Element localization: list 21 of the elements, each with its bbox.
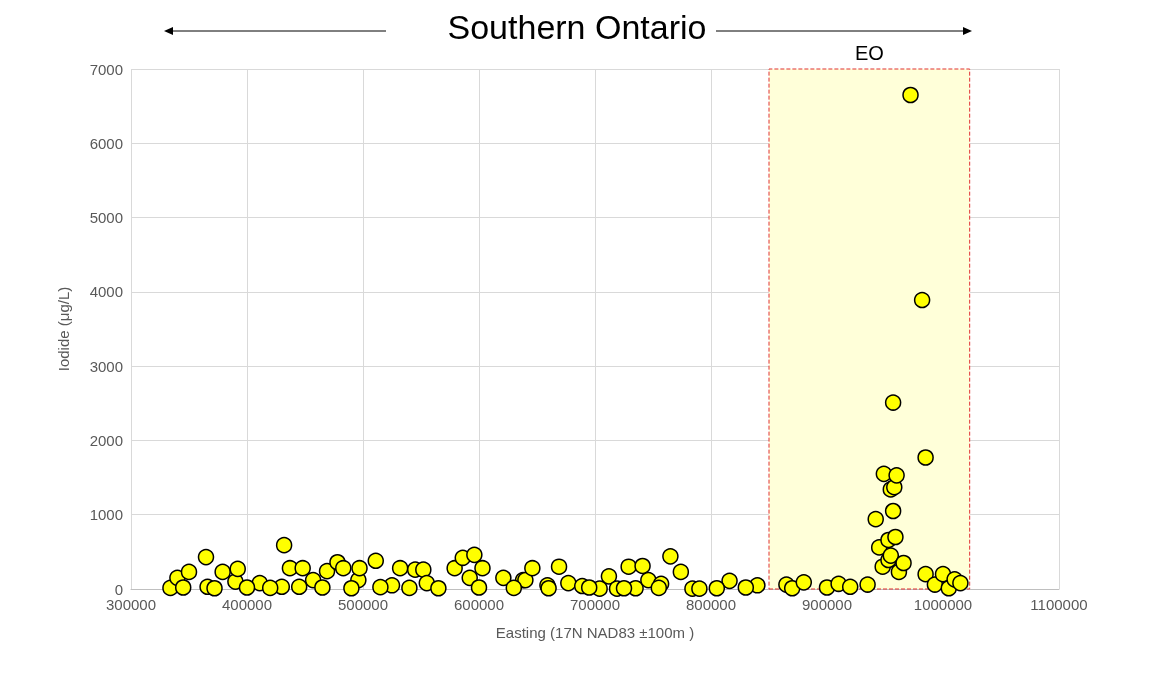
y-axis-title: Iodide (μg/L) [55,286,72,372]
x-tick-label: 300000 [105,596,157,613]
chart-title: Southern Ontario [447,8,707,46]
y-tick-label: 3000 [89,357,123,375]
y-tick-label: 5000 [89,209,123,227]
y-tick-label: 7000 [89,60,123,78]
x-tick-label: 400000 [221,596,273,613]
x-tick-label: 500000 [337,596,389,613]
x-tick-label: 700000 [569,596,621,613]
x-tick-label: 600000 [453,596,505,613]
x-axis-title: Easting (17N NAD83 ±100m ) [495,624,695,641]
y-tick-label: 6000 [89,134,123,152]
x-tick-label: 900000 [801,596,853,613]
y-tick-label: 0 [114,580,123,598]
y-tick-label: 4000 [89,283,123,301]
x-tick-label: 1100000 [1030,596,1088,613]
y-tick-label: 2000 [89,431,123,449]
x-tick-label: 1000000 [913,596,973,613]
band-label: EO [854,41,884,64]
y-tick-label: 1000 [89,506,123,524]
x-tick-label: 800000 [685,596,737,613]
